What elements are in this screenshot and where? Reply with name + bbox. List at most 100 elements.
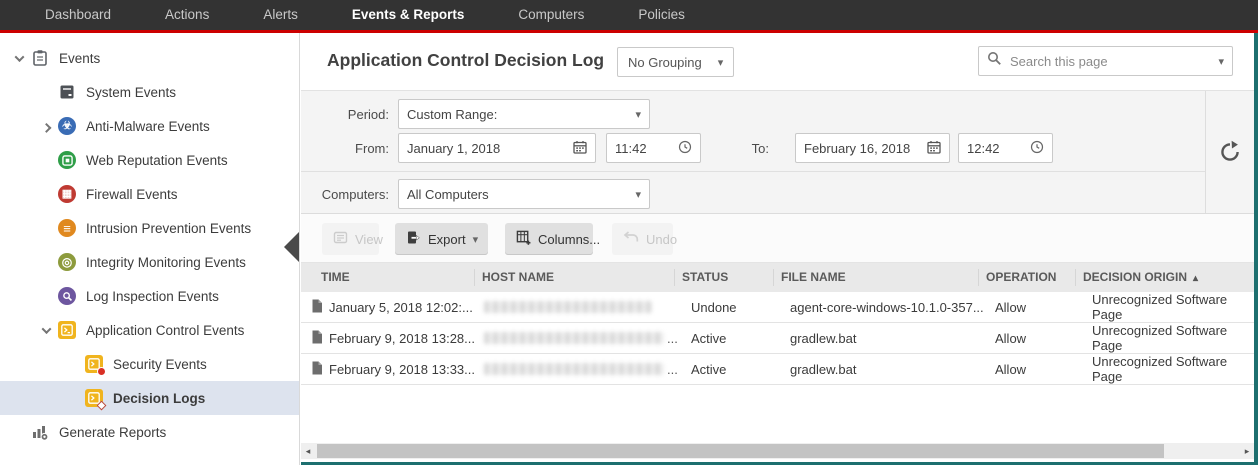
from-date-value: January 1, 2018 <box>407 140 501 156</box>
application-control-icon <box>57 320 77 340</box>
calendar-icon[interactable] <box>927 140 941 157</box>
sidebar-item-decision-logs[interactable]: Decision Logs <box>0 381 299 415</box>
sidebar-item-intrusion-prevention-events[interactable]: ≡ Intrusion Prevention Events <box>0 211 299 245</box>
cell-decision-origin: Unrecognized Software Page <box>1092 292 1228 322</box>
column-header-decision-origin[interactable]: DECISION ORIGIN ▴ <box>1075 269 1254 286</box>
chevron-down-icon[interactable]: ▾ <box>1218 55 1224 68</box>
window-frame-bottom <box>301 462 1258 465</box>
nav-events-reports[interactable]: Events & Reports <box>351 7 465 22</box>
sidebar-collapse-handle[interactable] <box>284 232 299 262</box>
table-row[interactable]: February 9, 2018 13:33... ... Active gra… <box>301 354 1254 385</box>
sidebar-item-label: Generate Reports <box>59 424 167 440</box>
nav-dashboard[interactable]: Dashboard <box>45 7 112 22</box>
chevron-down-icon: ▾ <box>635 188 641 201</box>
sidebar-item-label: Security Events <box>113 356 207 372</box>
scrollbar-thumb[interactable] <box>317 444 1164 458</box>
collapse-chevron-icon[interactable] <box>35 319 57 341</box>
sidebar-item-label: Web Reputation Events <box>86 152 228 168</box>
sidebar-item-label: Integrity Monitoring Events <box>86 254 246 270</box>
sort-ascending-icon: ▴ <box>1193 273 1199 284</box>
nav-actions[interactable]: Actions <box>165 7 210 22</box>
decision-logs-icon <box>84 388 107 411</box>
undo-button: Undo <box>612 223 677 255</box>
nav-policies[interactable]: Policies <box>638 7 685 22</box>
chevron-down-icon: ▾ <box>472 233 479 246</box>
cell-decision-origin: Unrecognized Software Page <box>1092 354 1228 384</box>
sidebar-item-anti-malware-events[interactable]: ☣ Anti-Malware Events <box>0 109 299 143</box>
table-row[interactable]: February 9, 2018 13:28... ... Active gra… <box>301 323 1254 354</box>
sidebar-item-label: System Events <box>86 84 177 100</box>
clock-icon[interactable] <box>1030 140 1044 157</box>
period-select[interactable]: Custom Range: ▾ <box>398 99 650 129</box>
computers-value: All Computers <box>407 186 489 202</box>
sidebar-item-generate-reports[interactable]: Generate Reports <box>0 415 299 449</box>
sidebar-item-system-events[interactable]: System Events <box>0 75 299 109</box>
from-time-input[interactable]: 11:42 <box>606 133 701 163</box>
chevron-down-icon: ▾ <box>635 108 641 121</box>
top-nav: Dashboard Actions Alerts Events & Report… <box>0 0 1258 30</box>
refresh-zone <box>1205 91 1254 213</box>
computers-select[interactable]: All Computers ▾ <box>398 179 650 209</box>
period-label: Period: <box>347 107 389 122</box>
grouping-value: No Grouping <box>628 54 702 70</box>
collapse-chevron-icon[interactable] <box>8 47 30 69</box>
calendar-icon[interactable] <box>573 140 587 157</box>
column-header-operation[interactable]: OPERATION <box>978 269 1075 286</box>
cell-file-name: agent-core-windows-10.1.0-357... <box>790 299 984 315</box>
clock-icon[interactable] <box>678 140 692 157</box>
column-header-host-name[interactable]: HOST NAME <box>474 269 674 286</box>
column-header-label: DECISION ORIGIN <box>1083 270 1188 284</box>
to-time-input[interactable]: 12:42 <box>958 133 1053 163</box>
period-value: Custom Range: <box>407 106 498 122</box>
from-time-value: 11:42 <box>615 140 647 156</box>
cell-time: February 9, 2018 13:33... <box>329 361 475 377</box>
table-row[interactable]: January 5, 2018 12:02:... Undone agent-c… <box>301 292 1254 323</box>
column-header-file-name[interactable]: FILE NAME <box>773 269 978 286</box>
sidebar-item-label: Application Control Events <box>86 322 245 338</box>
nav-computers[interactable]: Computers <box>518 7 585 22</box>
sidebar-item-web-reputation-events[interactable]: Web Reputation Events <box>0 143 299 177</box>
cell-file-name: gradlew.bat <box>790 361 857 377</box>
log-inspection-icon <box>57 286 77 306</box>
refresh-icon[interactable] <box>1217 139 1243 165</box>
undo-label: Undo <box>646 231 678 247</box>
security-events-icon <box>84 354 106 376</box>
sidebar-item-security-events[interactable]: Security Events <box>0 347 299 381</box>
page-title: Application Control Decision Log <box>327 50 605 70</box>
log-file-icon <box>311 330 323 347</box>
chevron-down-icon: ▾ <box>717 56 724 69</box>
generate-reports-icon <box>30 422 50 442</box>
cell-host-redacted: ... <box>484 362 684 377</box>
expand-chevron-icon[interactable] <box>35 115 57 137</box>
nav-alerts[interactable]: Alerts <box>263 7 298 22</box>
log-file-icon <box>311 299 323 316</box>
columns-icon <box>516 230 531 248</box>
cell-status: Active <box>691 361 727 377</box>
columns-button[interactable]: Columns... <box>505 223 600 255</box>
sidebar-item-integrity-monitoring-events[interactable]: ◎ Integrity Monitoring Events <box>0 245 299 279</box>
from-date-input[interactable]: January 1, 2018 <box>398 133 596 163</box>
column-header-time[interactable]: TIME <box>321 270 350 284</box>
grouping-dropdown[interactable]: No Grouping ▾ <box>617 47 735 77</box>
search-box[interactable]: ▾ <box>978 46 1233 76</box>
to-date-input[interactable]: February 16, 2018 <box>795 133 950 163</box>
to-label: To: <box>751 141 769 156</box>
scroll-left-icon[interactable]: ◂ <box>305 446 311 456</box>
window-frame-right <box>1254 33 1258 465</box>
sidebar-item-events[interactable]: Events <box>0 41 299 75</box>
toolbar: View Export ▾ Columns... Undo <box>301 214 1254 263</box>
sidebar-item-firewall-events[interactable]: ▦ Firewall Events <box>0 177 299 211</box>
search-icon <box>987 51 1002 71</box>
scroll-right-icon[interactable]: ▸ <box>1244 446 1250 456</box>
filter-panel: Period: Custom Range: ▾ From: January 1,… <box>301 90 1254 214</box>
column-header-status[interactable]: STATUS <box>674 269 773 286</box>
sidebar-item-log-inspection-events[interactable]: Log Inspection Events <box>0 279 299 313</box>
from-label: From: <box>355 141 389 156</box>
search-input[interactable] <box>1010 53 1211 69</box>
cell-operation: Allow <box>995 361 1027 377</box>
export-button[interactable]: Export ▾ <box>395 223 488 255</box>
cell-time: February 9, 2018 13:28... <box>329 330 475 346</box>
sidebar-item-application-control-events[interactable]: Application Control Events <box>0 313 299 347</box>
horizontal-scrollbar[interactable]: ◂ ▸ <box>301 443 1254 459</box>
